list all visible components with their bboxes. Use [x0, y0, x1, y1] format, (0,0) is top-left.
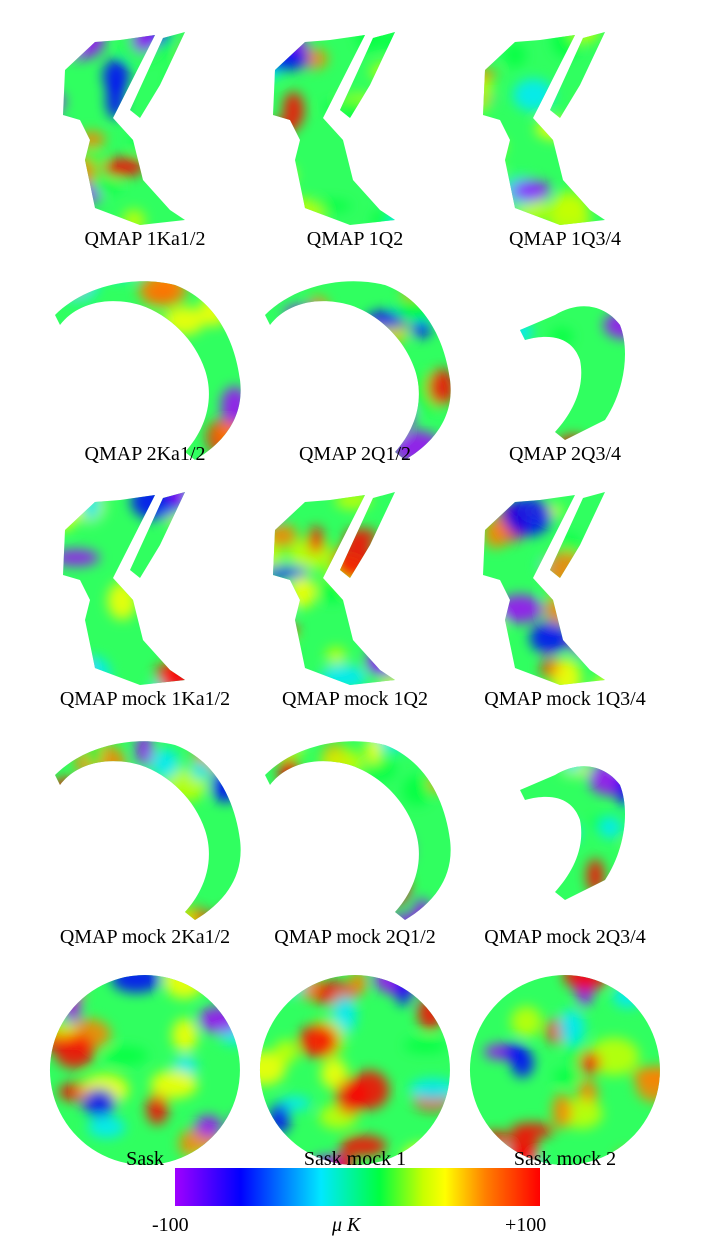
map-2ka12	[55, 281, 241, 460]
map-panel-sm2	[465, 970, 665, 1170]
map-panel-m1ka12	[45, 490, 245, 690]
map-1q2	[273, 32, 395, 225]
map-2q12	[265, 281, 451, 460]
map-m1q2	[273, 492, 395, 685]
map-1ka12	[63, 32, 185, 225]
panel-label-2q12: QMAP 2Q1/2	[298, 443, 412, 465]
panel-label-sask: Sask	[126, 1148, 164, 1170]
map-2q34	[520, 306, 625, 440]
map-m2q34	[520, 766, 625, 900]
map-panel-sm1	[255, 970, 455, 1170]
map-panel-m1q34	[465, 490, 665, 690]
map-panel-sask	[45, 970, 245, 1170]
panel-label-m2q12: QMAP mock 2Q1/2	[274, 926, 436, 948]
map-m2ka12	[55, 741, 241, 920]
map-panel-2q12	[255, 270, 455, 470]
map-panel-m1q2	[255, 490, 455, 690]
panel-label-2ka12: QMAP 2Ka1/2	[84, 443, 206, 465]
panel-label-sm2: Sask mock 2	[513, 1148, 617, 1170]
panel-label-m2q34: QMAP mock 2Q3/4	[484, 926, 646, 948]
panel-label-m1ka12: QMAP mock 1Ka1/2	[59, 688, 231, 710]
map-sask	[49, 975, 240, 1165]
map-panel-m2ka12	[45, 730, 245, 930]
panel-label-m2ka12: QMAP mock 2Ka1/2	[59, 926, 231, 948]
map-m1ka12	[63, 492, 185, 685]
map-1q34	[483, 32, 605, 225]
map-panel-1ka12	[45, 30, 245, 230]
colorbar-max-label: +100	[505, 1214, 547, 1236]
map-panel-m2q12	[255, 730, 455, 930]
panel-label-2q34: QMAP 2Q3/4	[508, 443, 622, 465]
map-sm2	[469, 975, 660, 1165]
map-m1q34	[483, 492, 605, 685]
colorbar-min-label: -100	[152, 1214, 189, 1236]
colorbar	[175, 1168, 540, 1206]
map-panel-1q34	[465, 30, 665, 230]
panel-label-1q2: QMAP 1Q2	[306, 228, 404, 250]
colorbar-unit-label: μ K	[332, 1214, 361, 1236]
map-m2q12	[265, 741, 451, 920]
panel-label-m1q34: QMAP mock 1Q3/4	[484, 688, 646, 710]
map-panel-2q34	[465, 270, 665, 470]
map-panel-m2q34	[465, 730, 665, 930]
map-panel-2ka12	[45, 270, 245, 470]
panel-label-1ka12: QMAP 1Ka1/2	[84, 228, 206, 250]
panel-label-1q34: QMAP 1Q3/4	[508, 228, 622, 250]
map-sm1	[259, 975, 450, 1165]
panel-label-sm1: Sask mock 1	[303, 1148, 407, 1170]
map-panel-1q2	[255, 30, 455, 230]
panel-label-m1q2: QMAP mock 1Q2	[282, 688, 428, 710]
